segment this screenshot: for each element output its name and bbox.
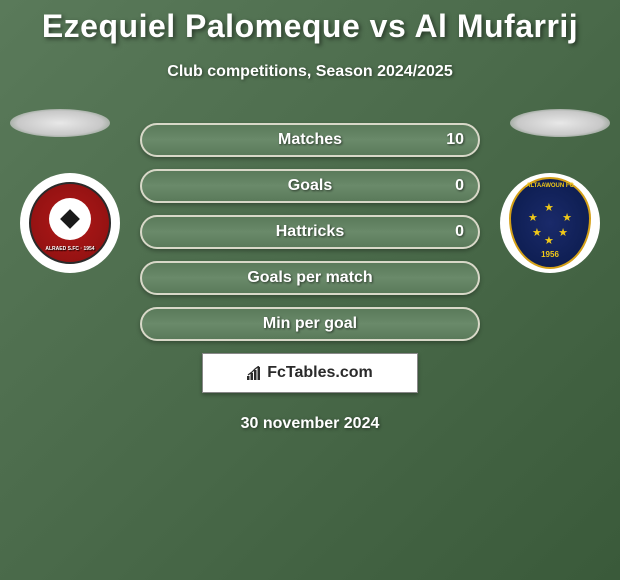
stat-label: Hattricks	[276, 223, 344, 241]
stats-container: Matches 10 Goals 0 Hattricks 0 Goals per…	[140, 123, 480, 341]
club-badge-left: ALRAED S.FC · 1954	[20, 173, 120, 273]
stat-label: Goals	[288, 177, 332, 195]
stat-right-value: 0	[455, 223, 464, 241]
brand-label: FcTables.com	[267, 364, 373, 382]
stat-label: Goals per match	[247, 269, 372, 287]
stat-row-matches: Matches 10	[140, 123, 480, 157]
stat-row-goals-per-match: Goals per match	[140, 261, 480, 295]
stars-icon: ★ ★ ★ ★ ★ ★	[528, 201, 572, 245]
stat-right-value: 0	[455, 177, 464, 195]
stat-label: Matches	[278, 131, 342, 149]
stat-row-goals: Goals 0	[140, 169, 480, 203]
comparison-content: ALRAED S.FC · 1954 ALTAAWOUN FC ★ ★ ★ ★ …	[0, 123, 620, 433]
ball-icon	[49, 198, 91, 240]
badge-right-label-bottom: 1956	[511, 250, 589, 259]
chart-icon	[247, 366, 263, 380]
page-title: Ezequiel Palomeque vs Al Mufarrij	[0, 0, 620, 45]
subtitle: Club competitions, Season 2024/2025	[0, 63, 620, 81]
stat-right-value: 10	[446, 131, 464, 149]
badge-right-label-top: ALTAAWOUN FC	[511, 183, 589, 189]
stat-label: Min per goal	[263, 315, 357, 333]
player-silhouette-right	[510, 109, 610, 137]
stat-row-min-per-goal: Min per goal	[140, 307, 480, 341]
badge-left-label: ALRAED S.FC · 1954	[31, 246, 109, 252]
club-badge-right: ALTAAWOUN FC ★ ★ ★ ★ ★ ★ 1956	[500, 173, 600, 273]
date-label: 30 november 2024	[0, 415, 620, 433]
club-badge-left-inner: ALRAED S.FC · 1954	[29, 182, 111, 264]
player-silhouette-left	[10, 109, 110, 137]
brand-box[interactable]: FcTables.com	[202, 353, 418, 393]
club-badge-right-inner: ALTAAWOUN FC ★ ★ ★ ★ ★ ★ 1956	[509, 177, 591, 269]
stat-row-hattricks: Hattricks 0	[140, 215, 480, 249]
